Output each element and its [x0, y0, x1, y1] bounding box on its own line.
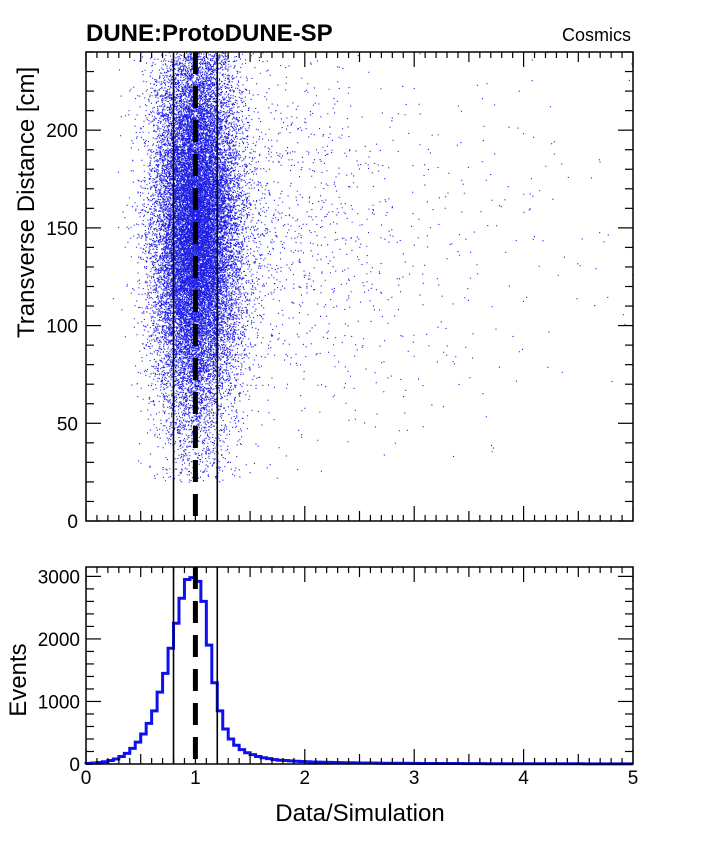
scatter-panel: 0 50 100 150 200 Transverse Distance [cm] [13, 51, 634, 533]
scatter-y-tick-label: 0 [67, 512, 78, 533]
scatter-y-tick-label: 200 [46, 121, 78, 142]
scatter-points [112, 52, 634, 483]
histogram-y-axis-label: Events [5, 643, 32, 716]
histogram-y-tick-label: 2000 [38, 630, 80, 651]
scatter-y-tick-label: 100 [46, 317, 78, 338]
scatter-y-tick-label: 50 [57, 414, 78, 435]
scatter-y-axis-label: Transverse Distance [cm] [13, 67, 40, 338]
histogram-x-tick-label: 2 [300, 768, 311, 789]
histogram-x-tick-label: 4 [518, 768, 529, 789]
scatter-points-cloud [112, 52, 634, 483]
histogram-x-tick-label: 0 [81, 768, 92, 789]
scatter-y-tick-labels: 0 50 100 150 200 [46, 121, 78, 533]
scatter-axis-ticks [85, 51, 634, 522]
histogram-x-tick-label: 5 [628, 768, 639, 789]
plot-tag: Cosmics [562, 25, 631, 45]
histogram-x-tick-labels: 0 1 2 3 4 5 [81, 768, 639, 789]
histogram-y-tick-label: 1000 [38, 692, 80, 713]
histogram-x-tick-label: 1 [190, 768, 201, 789]
histogram-x-tick-label: 3 [409, 768, 420, 789]
histogram-y-tick-label: 3000 [38, 567, 80, 588]
histogram-reference-lines [172, 567, 219, 764]
histogram-series-line [84, 576, 633, 766]
histogram-y-tick-labels: 0 1000 2000 3000 [38, 567, 80, 776]
plot-title: DUNE:ProtoDUNE-SP [86, 20, 333, 47]
histogram-y-tick-label: 0 [69, 755, 80, 776]
scatter-y-tick-label: 150 [46, 219, 78, 240]
histogram-panel: 0 1 2 3 4 5 0 1000 2000 3000 Events Data/Simulat… [5, 566, 639, 827]
histogram-x-axis-label: Data/Simulation [275, 800, 444, 827]
histogram-axis-ticks [85, 567, 634, 765]
scatter-reference-lines [172, 52, 219, 521]
